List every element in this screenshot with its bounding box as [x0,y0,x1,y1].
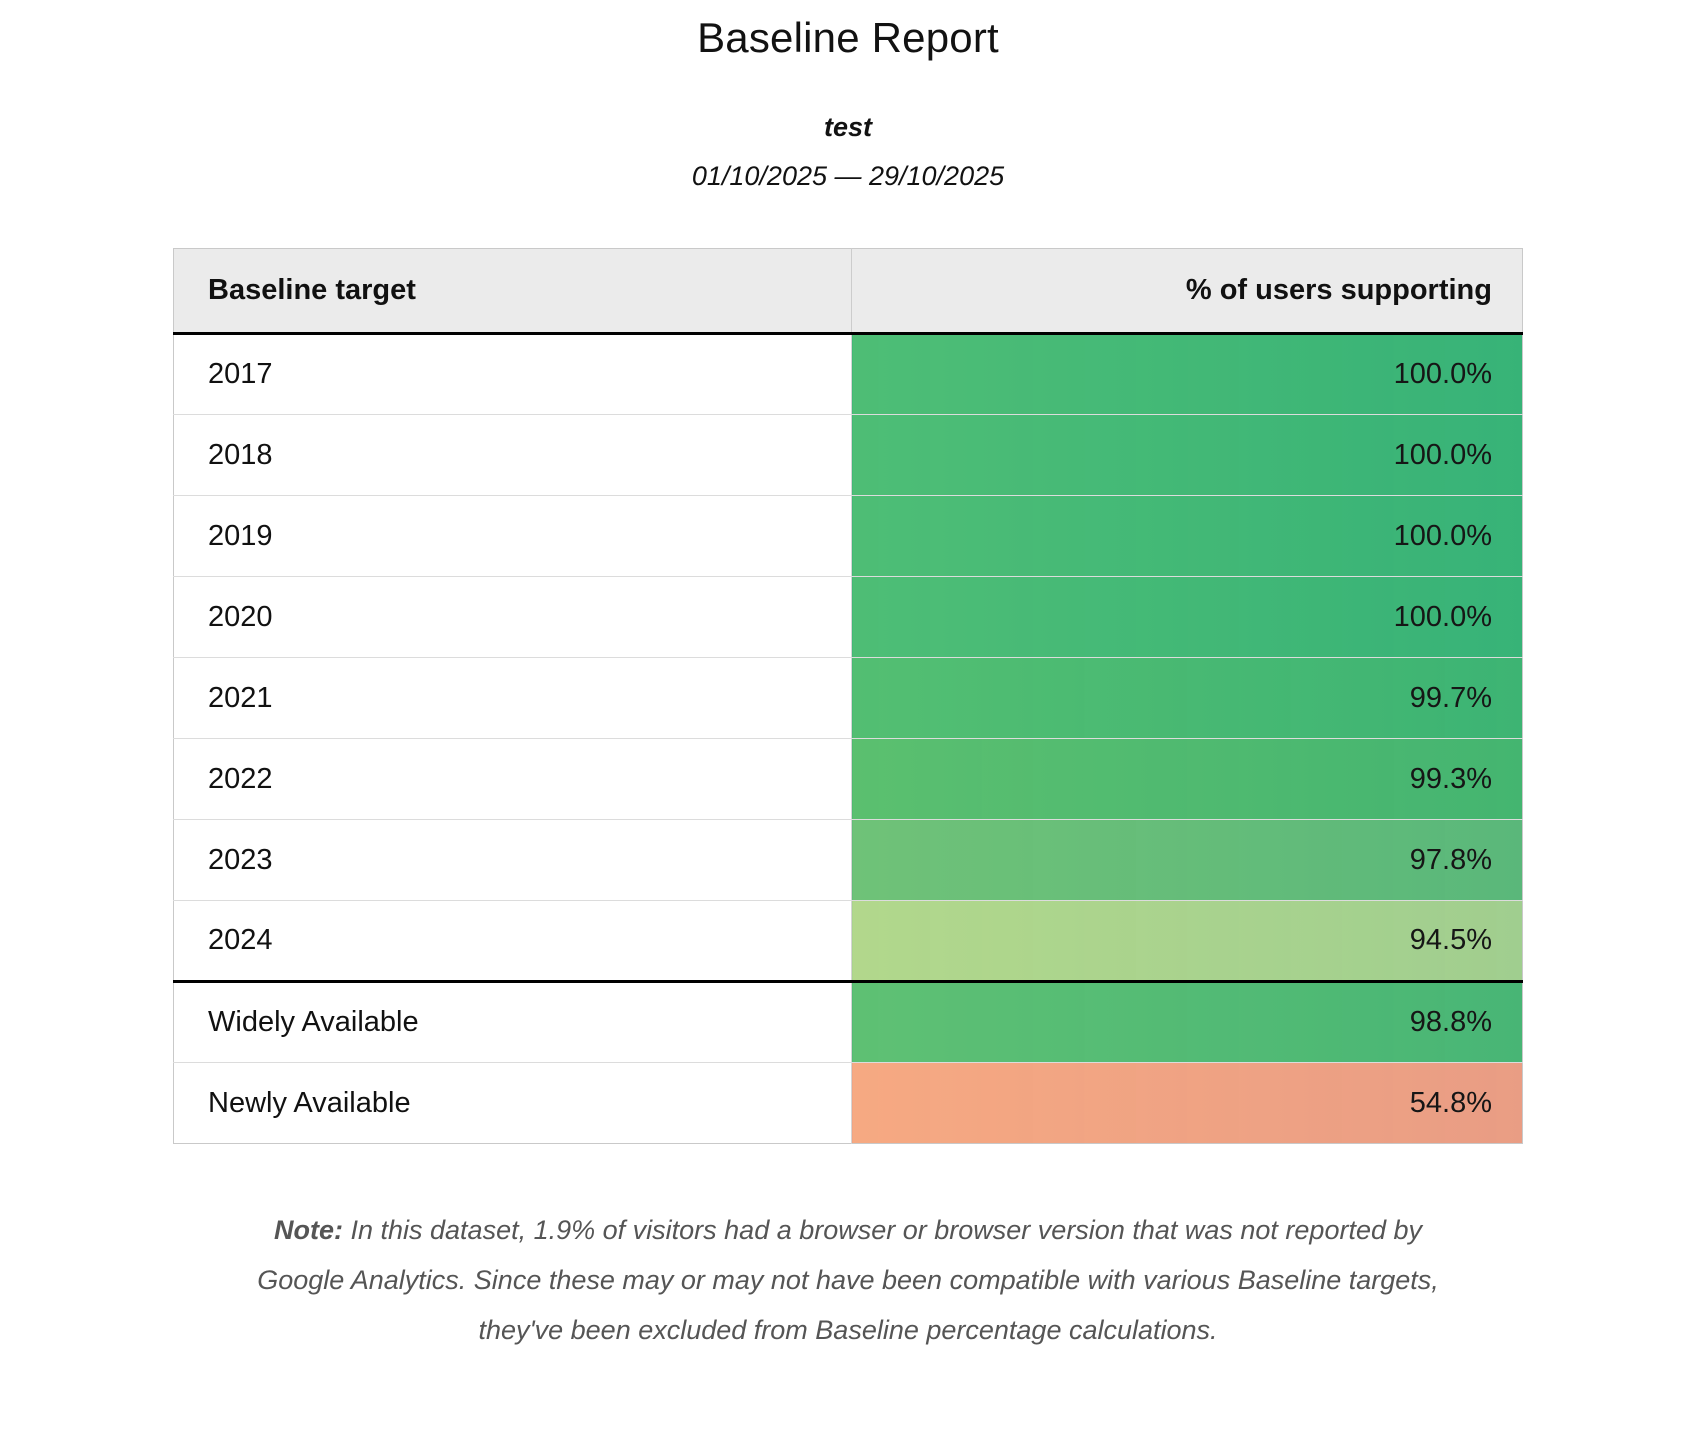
percent-cell: 98.8% [851,981,1523,1063]
footnote: Note: In this dataset, 1.9% of visitors … [253,1206,1443,1356]
target-cell: Newly Available [173,1062,852,1144]
table-row: Widely Available 98.8% [173,981,1523,1063]
table-row: 2020 100.0% [173,576,1523,658]
report-subtitle: test [823,112,872,142]
percent-cell: 100.0% [851,333,1523,415]
footnote-text: In this dataset, 1.9% of visitors had a … [257,1215,1439,1345]
target-cell: 2020 [173,576,852,658]
percent-cell: 100.0% [851,495,1523,577]
table-row: 2023 97.8% [173,819,1523,901]
baseline-table: Baseline target % of users supporting 20… [173,248,1523,1144]
target-cell: 2018 [173,414,852,496]
footnote-label: Note: [273,1215,343,1245]
table-row: Newly Available 54.8% [173,1062,1523,1144]
table-row: 2017 100.0% [173,333,1523,415]
percent-cell: 100.0% [851,414,1523,496]
percent-cell: 94.5% [851,900,1523,983]
target-cell: 2017 [173,333,852,415]
target-cell: Widely Available [173,981,852,1063]
page-title: Baseline Report [697,14,999,61]
percent-cell: 99.3% [851,738,1523,820]
header-baseline-target: Baseline target [173,248,852,335]
table-row: 2018 100.0% [173,414,1523,496]
target-cell: 2022 [173,738,852,820]
target-cell: 2024 [173,900,852,983]
table-row: 2019 100.0% [173,495,1523,577]
table-row: 2021 99.7% [173,657,1523,739]
percent-cell: 54.8% [851,1062,1523,1144]
target-cell: 2021 [173,657,852,739]
percent-cell: 97.8% [851,819,1523,901]
percent-cell: 100.0% [851,576,1523,658]
percent-cell: 99.7% [851,657,1523,739]
header-percent-supporting: % of users supporting [851,248,1523,335]
target-cell: 2019 [173,495,852,577]
table-row: 2024 94.5% [173,900,1523,983]
table-header-row: Baseline target % of users supporting [173,248,1523,335]
target-cell: 2023 [173,819,852,901]
table-row: 2022 99.3% [173,738,1523,820]
report-date-range: 01/10/2025 — 29/10/2025 [691,161,1005,191]
